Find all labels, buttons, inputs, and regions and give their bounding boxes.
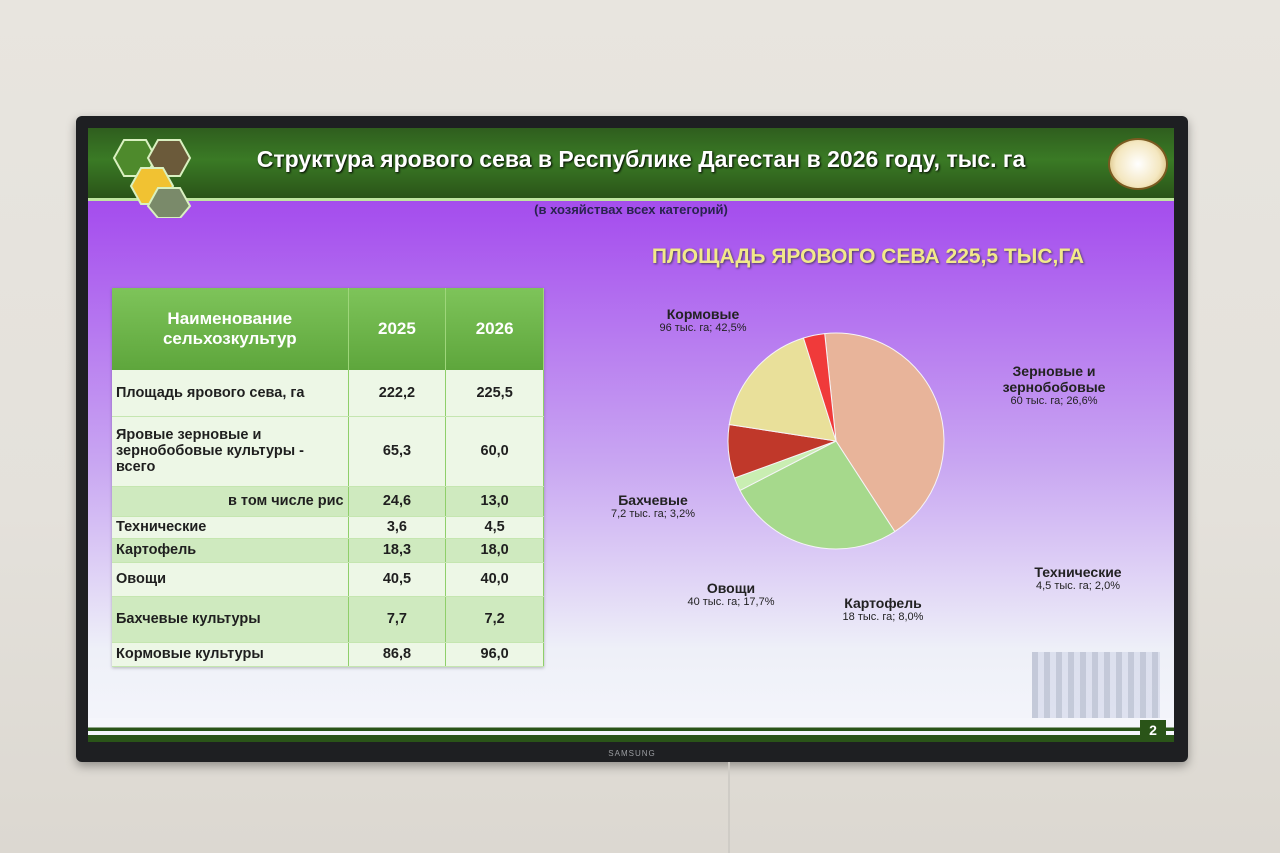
- table-header-name: Наименование сельхозкультур: [112, 288, 349, 370]
- row-2026: 225,5: [445, 370, 544, 417]
- table-row: Бахчевые культуры 7,7 7,2: [112, 596, 544, 643]
- slide-title: Структура ярового сева в Республике Даге…: [256, 146, 1026, 172]
- row-2026: 96,0: [445, 642, 544, 667]
- row-2025: 40,5: [348, 562, 447, 597]
- crop-table: Наименование сельхозкультур 2025 2026 Пл…: [112, 288, 544, 667]
- row-name: Овощи: [112, 562, 349, 597]
- row-2025: 65,3: [348, 416, 447, 487]
- row-2025: 7,7: [348, 596, 447, 643]
- row-2026: 13,0: [445, 486, 544, 517]
- slice-label-ovoshchi: Овощи 40 тыс. га; 17,7%: [687, 580, 775, 608]
- row-name: Бахчевые культуры: [112, 596, 349, 643]
- pie-slice: [728, 337, 837, 442]
- slice-label-kartofel: Картофель 18 тыс. га; 8,0%: [842, 595, 924, 623]
- chart-title: ПЛОЩАДЬ ЯРОВОГО СЕВА 225,5 ТЫС,ГА: [651, 245, 1085, 268]
- row-2026: 18,0: [445, 538, 544, 563]
- row-name: Яровые зерновые и зернобобовые культуры …: [112, 416, 349, 487]
- row-name: Кормовые культуры: [112, 642, 349, 667]
- row-2025: 222,2: [348, 370, 447, 417]
- tv-brand-logo: SAMSUNG: [608, 749, 656, 758]
- table-row: Технические 3,6 4,5: [112, 516, 544, 539]
- row-2025: 86,8: [348, 642, 447, 667]
- ministry-emblem-icon: [1108, 138, 1168, 190]
- wall-cable: [728, 762, 730, 853]
- row-2026: 60,0: [445, 416, 544, 487]
- tv-frame: Структура ярового сева в Республике Даге…: [76, 116, 1188, 762]
- table-row: Яровые зерновые и зернобобовые культуры …: [112, 416, 544, 487]
- slide-header: Структура ярового сева в Республике Даге…: [88, 128, 1174, 218]
- slice-label-kormovye: Кормовые 96 тыс. га; 42,5%: [659, 306, 747, 334]
- slice-label-zernovye: Зерновые и зернобобовые 60 тыс. га; 26,6…: [1002, 363, 1106, 407]
- pie-slice: [739, 440, 896, 550]
- row-2025: 24,6: [348, 486, 447, 517]
- row-2026: 7,2: [445, 596, 544, 643]
- pie-slice: [824, 332, 945, 533]
- page-number: 2: [1140, 720, 1166, 740]
- table-row: в том числе рис 24,6 13,0: [112, 486, 544, 517]
- row-name: Технические: [112, 516, 349, 539]
- row-name: Картофель: [112, 538, 349, 563]
- table-header-row: Наименование сельхозкультур 2025 2026: [112, 288, 544, 370]
- table-header-2025: 2025: [348, 288, 447, 370]
- pie-slice: [802, 333, 837, 442]
- table-row: Картофель 18,3 18,0: [112, 538, 544, 563]
- slice-label-bakhchevye: Бахчевые 7,2 тыс. га; 3,2%: [611, 492, 695, 520]
- table-header-2026: 2026: [445, 288, 544, 370]
- table-row: Площадь ярового сева, га 222,2 225,5: [112, 370, 544, 417]
- table-row: Овощи 40,5 40,0: [112, 562, 544, 597]
- slide-subtitle: (в хозяйствах всех категорий): [534, 202, 728, 217]
- hex-photo-collage-icon: [112, 139, 192, 218]
- row-2025: 3,6: [348, 516, 447, 539]
- slide-screen: Структура ярового сева в Республике Даге…: [88, 128, 1174, 742]
- row-2025: 18,3: [348, 538, 447, 563]
- row-name: Площадь ярового сева, га: [112, 370, 349, 417]
- row-2026: 4,5: [445, 516, 544, 539]
- slide-footer-bar: [88, 718, 1174, 742]
- table-row: Кормовые культуры 86,8 96,0: [112, 642, 544, 667]
- pie-chart: [727, 332, 945, 550]
- photo-thumbnail: [1032, 652, 1160, 722]
- row-name: в том числе рис: [112, 486, 349, 517]
- row-2026: 40,0: [445, 562, 544, 597]
- slice-label-tekhnicheskie: Технические 4,5 тыс. га; 2,0%: [1034, 564, 1122, 592]
